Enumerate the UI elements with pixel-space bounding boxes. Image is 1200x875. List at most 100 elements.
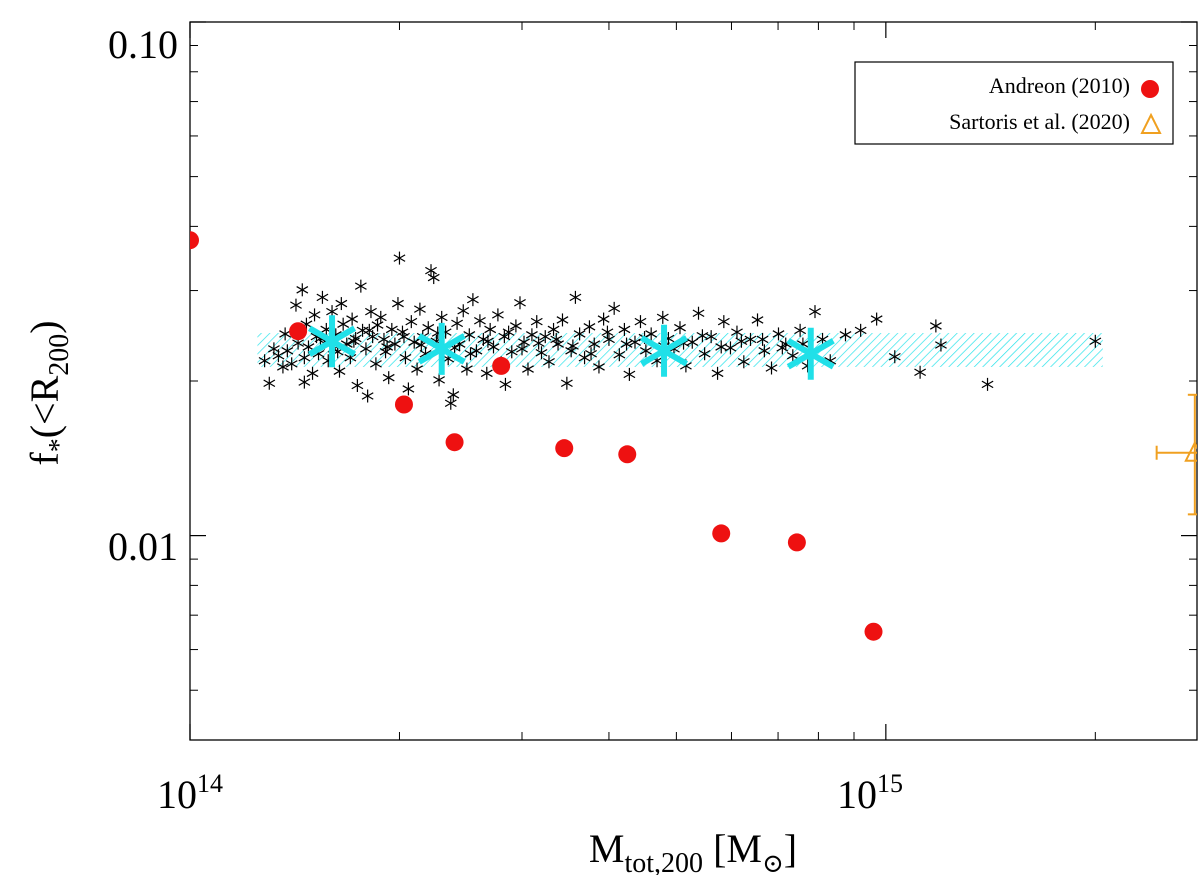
simulated-cluster-point (539, 330, 552, 344)
simulated-cluster-point-stroke (560, 379, 573, 388)
simulated-cluster-point (363, 323, 376, 337)
simulated-cluster-point (756, 332, 769, 346)
simulated-cluster-point (388, 337, 401, 351)
simulated-cluster-point-stroke (772, 330, 785, 338)
simulated-cluster-point (556, 313, 569, 327)
simulated-cluster-point (935, 338, 947, 352)
simulated-cluster-point (765, 361, 778, 375)
y-axis-title: f*(<R200) (22, 320, 75, 465)
simulated-cluster-point-stroke (316, 293, 329, 302)
legend-box (854, 61, 1174, 145)
simulated-cluster-point-stroke (499, 380, 512, 389)
simulated-cluster-point-stroke (656, 313, 669, 322)
simulated-cluster-point-stroke (267, 345, 280, 353)
simulated-cluster-point (588, 337, 601, 351)
simulated-cluster-point-stroke (613, 350, 626, 359)
simulated-cluster-point (583, 320, 596, 334)
simulated-cluster-point-stroke (711, 369, 724, 378)
binned-mean-point (640, 324, 689, 377)
simulated-cluster-point-stroke (639, 347, 652, 355)
simulated-cluster-point-stroke (480, 369, 493, 378)
simulated-cluster-point (444, 396, 457, 410)
simulated-cluster-point (696, 329, 709, 343)
simulated-cluster-point-stroke (888, 352, 901, 361)
simulated-cluster-point (560, 376, 573, 390)
simulated-cluster-point-stroke (447, 391, 460, 399)
simulated-cluster-point (413, 302, 426, 316)
simulated-cluster-point-stroke (514, 299, 526, 307)
simulated-cluster-point-stroke (629, 338, 641, 346)
simulated-cluster-point (411, 362, 424, 376)
simulated-cluster-point (634, 315, 647, 329)
simulated-cluster-point-stroke (756, 335, 769, 344)
binned-mean-point-stroke (786, 338, 835, 370)
simulated-cluster-point-stroke (422, 323, 435, 332)
simulated-cluster-point-stroke (272, 351, 285, 360)
simulated-cluster-point (854, 323, 867, 337)
simulated-cluster-point (402, 382, 415, 396)
simulated-cluster-point-stroke (530, 317, 543, 326)
simulated-cluster-point-stroke (608, 304, 621, 313)
simulated-cluster-point-stroke (302, 343, 315, 351)
simulated-cluster-point-stroke (502, 328, 515, 336)
simulated-cluster-point-stroke (396, 328, 409, 336)
simulated-cluster-point-stroke (457, 307, 470, 315)
simulated-cluster-point-stroke (308, 311, 321, 319)
simulated-cluster-point-stroke (929, 322, 942, 330)
simulated-cluster-point-stroke (296, 286, 309, 294)
simulated-cluster-point-stroke (298, 353, 311, 362)
simulated-cluster-point-stroke (382, 373, 395, 382)
binned-mean-point (308, 315, 357, 368)
axis-ticks (189, 21, 1197, 740)
simulated-cluster-point (981, 377, 994, 391)
simulated-cluster-point-stroke (525, 331, 538, 339)
simulated-cluster-point-stroke (484, 325, 497, 334)
simulated-cluster-point-stroke (601, 328, 614, 336)
simulated-cluster-point (711, 366, 724, 380)
legend-marker-andreon (1141, 80, 1159, 98)
simulated-cluster-point (433, 373, 445, 387)
simulated-cluster-point (593, 360, 605, 374)
simulated-cluster-point (473, 314, 486, 328)
simulated-cluster-point (573, 327, 586, 341)
simulated-cluster-point-stroke (547, 325, 560, 334)
simulated-cluster-point (451, 316, 464, 330)
simulated-cluster-point (381, 340, 394, 354)
simulated-cluster-point (839, 328, 852, 342)
simulated-cluster-point (306, 366, 319, 380)
simulated-cluster-point (316, 290, 329, 304)
simulated-cluster-point (505, 345, 518, 359)
simulated-cluster-point-stroke (735, 337, 748, 346)
simulated-cluster-point (794, 323, 807, 337)
simulated-cluster-point-stroke (698, 349, 711, 358)
simulated-cluster-point-stroke (839, 331, 852, 339)
simulated-cluster-point-stroke (464, 349, 477, 358)
simulated-cluster-point (751, 313, 764, 327)
simulated-cluster-point-stroke (398, 332, 410, 341)
simulated-cluster-point (399, 351, 412, 365)
simulated-cluster-point (929, 319, 942, 333)
simulated-cluster-point-stroke (425, 266, 437, 275)
simulated-cluster-point-stroke (340, 340, 353, 348)
simulated-cluster-point (758, 344, 771, 358)
simulated-cluster-point (639, 344, 652, 358)
legend-marker-sartoris (1140, 112, 1162, 134)
simulated-cluster-point (715, 340, 728, 354)
simulated-cluster-point-stroke (466, 295, 479, 304)
simulated-cluster-point (354, 279, 367, 293)
simulated-cluster-point (656, 310, 669, 324)
simulated-cluster-point-stroke (552, 340, 564, 348)
simulated-cluster-point (351, 379, 364, 393)
simulated-cluster-point-stroke (731, 328, 743, 336)
simulated-cluster-point-stroke (335, 299, 348, 308)
simulated-cluster-point-stroke (516, 345, 528, 353)
legend-label-sartoris: Sartoris et al. (2020) (949, 109, 1130, 134)
simulated-cluster-point (744, 332, 757, 346)
binned-mean-point (786, 327, 835, 380)
simulated-cluster-point (585, 347, 597, 361)
simulated-cluster-point (281, 344, 294, 358)
simulated-cluster-point-stroke (258, 356, 271, 365)
simulated-cluster-point-stroke (285, 360, 298, 368)
simulated-cluster-point-stroke (1089, 337, 1102, 346)
